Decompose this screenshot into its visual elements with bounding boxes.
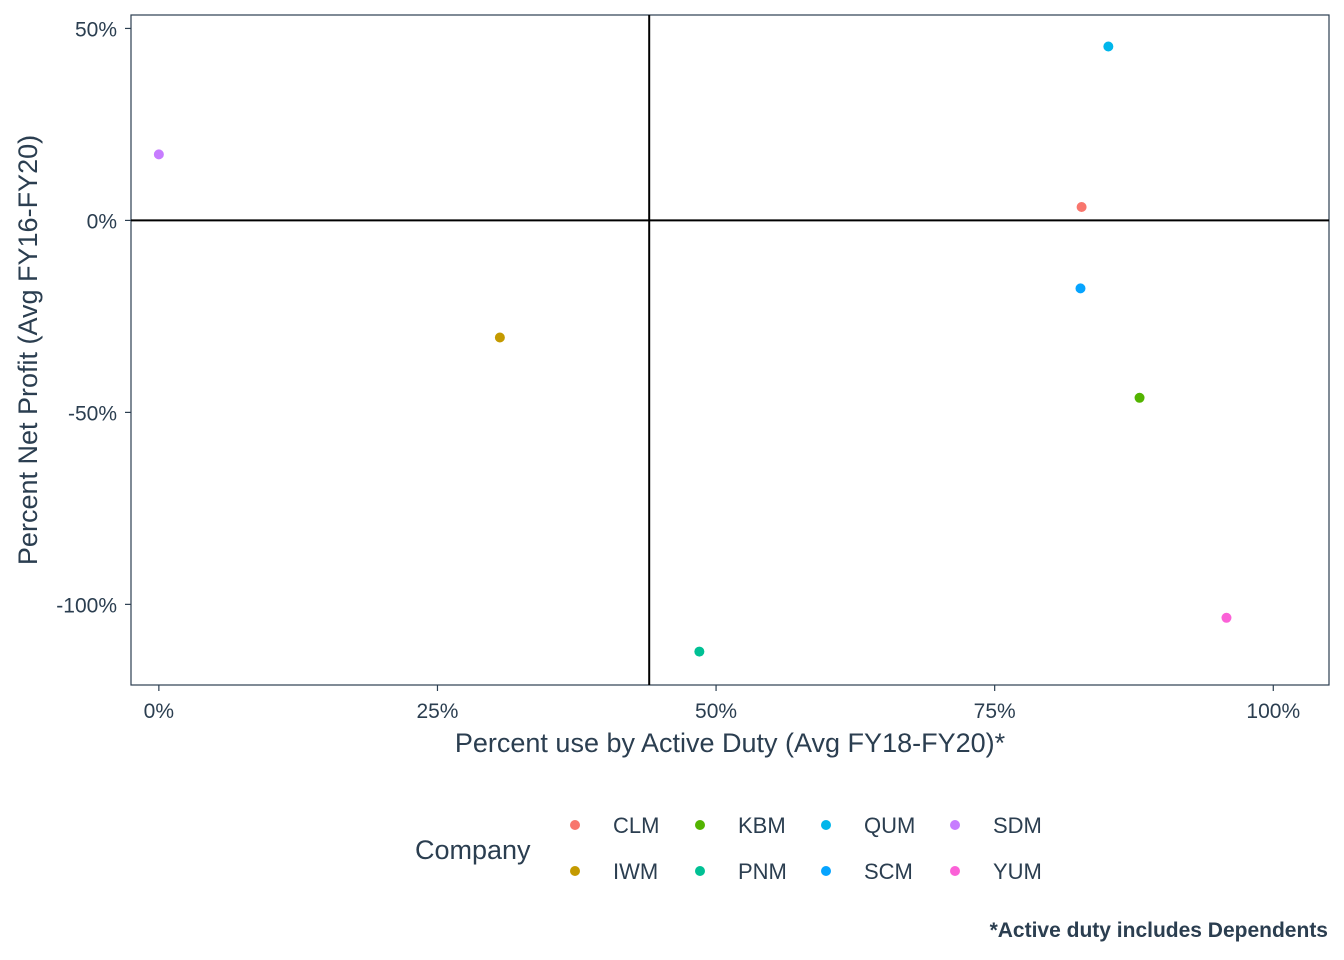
data-point-clm: [1076, 201, 1087, 212]
legend-key-iwm: [570, 866, 580, 876]
legend-key-sdm: [950, 820, 960, 830]
legend-label-kbm: KBM: [738, 813, 786, 838]
y-axis-ticks: 50% 0% -50% -100%: [56, 18, 131, 617]
legend-key-kbm: [695, 820, 705, 830]
x-tick-label: 0%: [144, 700, 174, 723]
y-axis-title: Percent Net Profit (Avg FY16-FY20): [13, 135, 43, 565]
legend-label-yum: YUM: [993, 859, 1042, 884]
x-tick-label: 75%: [974, 700, 1016, 723]
legend-label-sdm: SDM: [993, 813, 1042, 838]
y-tick-label: -100%: [56, 594, 117, 617]
y-tick-label: 0%: [87, 210, 117, 233]
legend-title: Company: [415, 835, 531, 865]
data-point-qum: [1103, 41, 1114, 52]
legend-key-pnm: [695, 866, 705, 876]
x-axis-ticks: 0% 25% 50% 75% 100%: [144, 685, 1300, 723]
plot-panel: [130, 14, 1330, 686]
y-tick-label: 50%: [75, 18, 117, 41]
legend-label-pnm: PNM: [738, 859, 787, 884]
data-point-iwm: [494, 332, 505, 343]
legend-key-scm: [821, 866, 831, 876]
x-axis-title: Percent use by Active Duty (Avg FY18-FY2…: [455, 728, 1006, 758]
legend-label-clm: CLM: [613, 813, 659, 838]
legend-key-yum: [950, 866, 960, 876]
x-tick-label: 100%: [1246, 700, 1300, 723]
legend-key-qum: [821, 820, 831, 830]
data-point-pnm: [694, 646, 705, 657]
x-tick-label: 25%: [416, 700, 458, 723]
legend-label-scm: SCM: [864, 859, 913, 884]
data-point-scm: [1075, 283, 1086, 294]
data-point-sdm: [153, 149, 164, 160]
y-tick-label: -50%: [68, 402, 117, 425]
legend: CLM IWM KBM PNM QUM SCM SDM YUM: [570, 813, 1042, 884]
data-point-yum: [1221, 612, 1232, 623]
legend-label-iwm: IWM: [613, 859, 658, 884]
data-points: [153, 41, 1232, 657]
x-tick-label: 50%: [695, 700, 737, 723]
legend-label-qum: QUM: [864, 813, 915, 838]
data-point-kbm: [1134, 392, 1145, 403]
legend-key-clm: [570, 820, 580, 830]
footnote-caption: *Active duty includes Dependents: [989, 919, 1328, 942]
